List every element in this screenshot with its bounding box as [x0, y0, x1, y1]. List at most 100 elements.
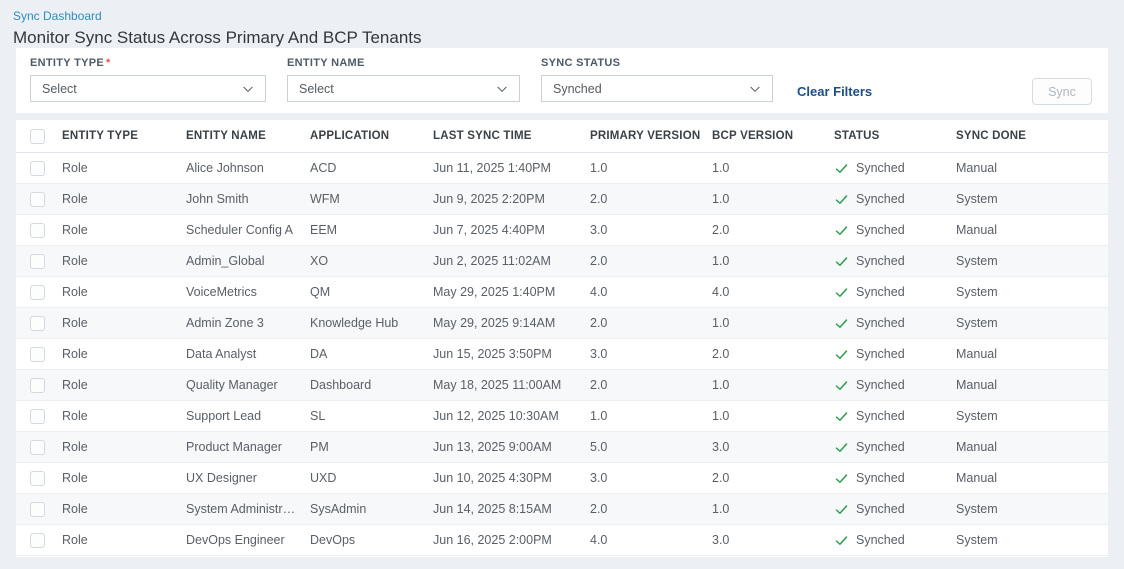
cell-status: Synched [834, 378, 956, 393]
entity-name-label: ENTITY NAME [287, 57, 365, 69]
filter-entity-type: ENTITY TYPE * Select [30, 57, 266, 102]
cell-sync-done: System [956, 533, 998, 547]
entity-type-label: ENTITY TYPE * [30, 57, 266, 69]
page-header: Sync Dashboard Monitor Sync Status Acros… [0, 0, 1124, 48]
row-checkbox[interactable] [30, 284, 45, 300]
row-checkbox[interactable] [30, 222, 45, 238]
check-icon [834, 316, 849, 331]
filter-sync-status: SYNC STATUS Synched [541, 57, 773, 102]
column-header-status: STATUS [834, 130, 880, 142]
cell-sync-done: System [956, 502, 998, 516]
status-text: Synched [856, 440, 905, 454]
cell-bcp-version: 1.0 [712, 192, 730, 206]
row-checkbox[interactable] [30, 470, 45, 486]
select-all-checkbox[interactable] [30, 128, 45, 144]
cell-sync-done: System [956, 192, 998, 206]
header-checkbox-cell [16, 128, 62, 144]
status-text: Synched [856, 192, 905, 206]
row-checkbox[interactable] [30, 346, 45, 362]
chevron-down-icon [241, 82, 255, 96]
table-row: Role John Smith WFM Jun 9, 2025 2:20PM 2… [16, 184, 1108, 215]
cell-bcp-version: 1.0 [712, 316, 730, 330]
status-text: Synched [856, 471, 905, 485]
cell-sync-done: Manual [956, 223, 997, 237]
cell-sync-done: System [956, 316, 998, 330]
entity-name-select[interactable]: Select [287, 75, 520, 102]
cell-last-sync-time: Jun 11, 2025 1:40PM [433, 161, 551, 175]
cell-entity-type: Role [62, 316, 88, 330]
chevron-down-icon [495, 82, 509, 96]
cell-entity-name: Scheduler Config A [186, 223, 294, 237]
sync-button[interactable]: Sync [1032, 78, 1092, 105]
table-row: Role Data Analyst DA Jun 15, 2025 3:50PM… [16, 339, 1108, 370]
row-checkbox-cell [16, 222, 62, 238]
cell-application: Dashboard [310, 378, 372, 392]
row-checkbox[interactable] [30, 160, 45, 176]
status-text: Synched [856, 316, 905, 330]
cell-primary-version: 1.0 [590, 409, 608, 423]
clear-filters-link[interactable]: Clear Filters [797, 84, 873, 99]
check-icon [834, 533, 849, 548]
cell-entity-name: Admin_Global [186, 254, 265, 268]
cell-bcp-version: 3.0 [712, 533, 730, 547]
cell-application: SL [310, 409, 326, 423]
check-icon [834, 254, 849, 269]
cell-primary-version: 2.0 [590, 192, 608, 206]
sync-status-select[interactable]: Synched [541, 75, 773, 102]
entity-name-select-value: Select [299, 81, 334, 96]
cell-last-sync-time: Jun 16, 2025 2:00PM [433, 533, 552, 547]
chevron-down-icon [748, 82, 762, 96]
cell-last-sync-time: Jun 13, 2025 9:00AM [433, 440, 552, 454]
row-checkbox[interactable] [30, 191, 45, 207]
cell-primary-version: 5.0 [590, 440, 608, 454]
row-checkbox[interactable] [30, 377, 45, 393]
cell-primary-version: 2.0 [590, 502, 608, 516]
cell-entity-name: VoiceMetrics [186, 285, 257, 299]
entity-type-select-value: Select [42, 81, 77, 96]
cell-status: Synched [834, 440, 956, 455]
table-header-row: ENTITY TYPE ENTITY NAME APPLICATION LAST… [16, 120, 1108, 153]
cell-primary-version: 3.0 [590, 471, 608, 485]
cell-primary-version: 4.0 [590, 533, 608, 547]
cell-primary-version: 4.0 [590, 285, 608, 299]
cell-entity-type: Role [62, 285, 88, 299]
row-checkbox-cell [16, 439, 62, 455]
page-title: Monitor Sync Status Across Primary And B… [13, 28, 422, 47]
cell-status: Synched [834, 254, 956, 269]
row-checkbox-cell [16, 253, 62, 269]
table-row: Role Admin Zone 3 Knowledge Hub May 29, … [16, 308, 1108, 339]
cell-application: QM [310, 285, 331, 299]
status-text: Synched [856, 223, 905, 237]
cell-bcp-version: 1.0 [712, 254, 730, 268]
cell-primary-version: 2.0 [590, 254, 608, 268]
cell-sync-done: Manual [956, 161, 997, 175]
cell-bcp-version: 1.0 [712, 409, 730, 423]
cell-sync-done: System [956, 409, 998, 423]
cell-entity-name: DevOps Engineer [186, 533, 285, 547]
cell-last-sync-time: May 29, 2025 9:14AM [433, 316, 556, 330]
status-text: Synched [856, 502, 905, 516]
required-asterisk: * [106, 57, 111, 69]
sync-table: ENTITY TYPE ENTITY NAME APPLICATION LAST… [16, 120, 1108, 557]
cell-entity-type: Role [62, 223, 88, 237]
row-checkbox[interactable] [30, 408, 45, 424]
row-checkbox[interactable] [30, 315, 45, 331]
cell-last-sync-time: Jun 14, 2025 8:15AM [433, 502, 552, 516]
row-checkbox[interactable] [30, 439, 45, 455]
row-checkbox[interactable] [30, 253, 45, 269]
cell-entity-name: Product Manager [186, 440, 282, 454]
status-text: Synched [856, 378, 905, 392]
row-checkbox[interactable] [30, 532, 45, 548]
row-checkbox[interactable] [30, 501, 45, 517]
check-icon [834, 192, 849, 207]
column-header-last-sync-time: LAST SYNC TIME [433, 130, 532, 142]
cell-status: Synched [834, 533, 956, 548]
cell-status: Synched [834, 502, 956, 517]
cell-primary-version: 2.0 [590, 378, 608, 392]
cell-last-sync-time: Jun 7, 2025 4:40PM [433, 223, 545, 237]
column-header-sync-done: SYNC DONE [956, 130, 1027, 142]
row-checkbox-cell [16, 408, 62, 424]
breadcrumb[interactable]: Sync Dashboard [13, 9, 102, 23]
cell-sync-done: Manual [956, 347, 997, 361]
entity-type-select[interactable]: Select [30, 75, 266, 102]
